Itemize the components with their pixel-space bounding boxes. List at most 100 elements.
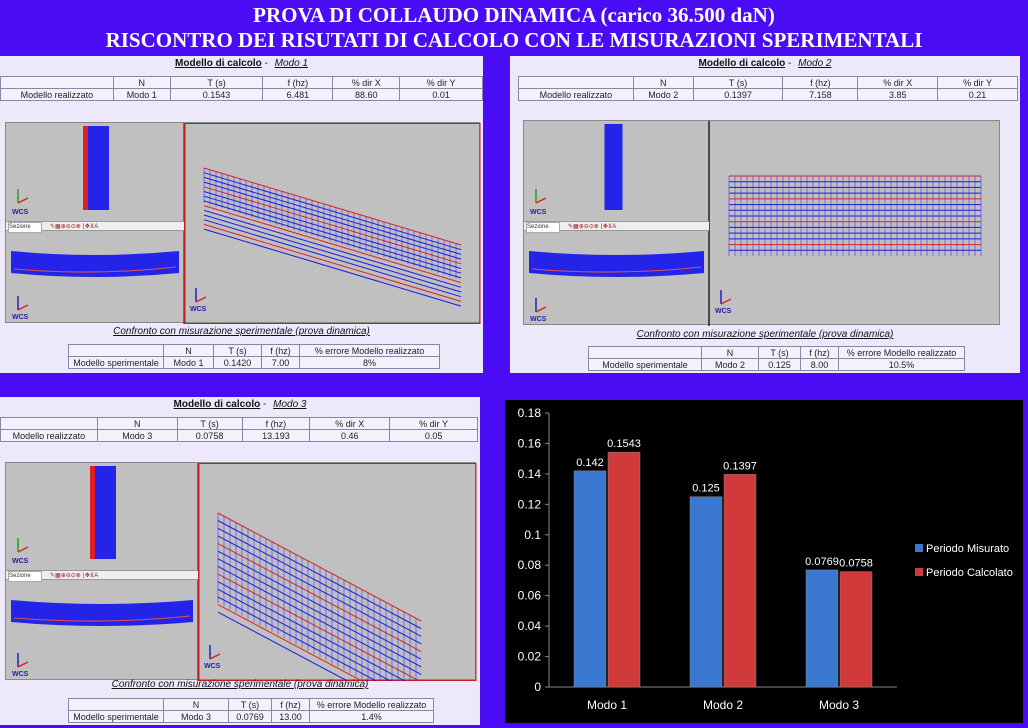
table-cell: Modello realizzato [518,88,634,101]
table-cell: 0.46 [309,429,391,442]
table-cell: N [163,698,229,711]
bar-periodo-misurato [689,496,723,688]
table-cell: Modo 2 [632,88,694,101]
table-cell: f (hz) [800,346,839,359]
x-tick-label: Modo 2 [703,698,743,712]
table-cell: 0.05 [389,429,478,442]
table-cell: N [632,76,694,89]
table-row: Modello realizzato Modo 2 0.1397 7.158 3.85 0… [518,88,1018,101]
table-cell: Modello sperimentale [68,356,164,369]
period-chart: 0 0.02 0.04 0.06 0.08 0.1 0.12 0.14 0.16 0.18 Modo… [505,400,1023,723]
data-label: 0.1397 [723,460,757,472]
legend-swatch [915,544,923,552]
table-cell: Modo 3 [96,429,178,442]
view-select[interactable]: Sezione [526,222,560,233]
zoom-pan-tool-icons[interactable]: ✎▦⊕⊖⊙⊗ ⌊✥⊻A [568,224,617,230]
table-row: Modello realizzato Modo 3 0.0758 13.193 0.46… [0,429,478,442]
table-cell: % dir X [857,76,939,89]
zoom-pan-tool-icons[interactable]: ✎▦⊕⊖⊙⊗ ⌊✥⊻A [50,224,99,230]
data-label: 0.0769 [805,556,839,568]
table-cell: % errore Modello realizzato [309,698,434,711]
table-cell: N [163,344,214,357]
table-cell: f (hz) [262,76,334,89]
heading-label: Modello di calcolo [698,58,786,69]
table-cell: T (s) [758,346,801,359]
bar-periodo-misurato [805,569,839,688]
bar-periodo-misurato [573,470,607,688]
heading-mode: Modo 3 [273,399,307,410]
table-cell [68,698,164,711]
table-cell [518,76,634,89]
x-tick-label: Modo 1 [587,698,627,712]
data-label: 0.125 [692,483,720,495]
y-tick-label: 0.04 [518,619,542,633]
heading-label: Modello di calcolo [175,58,262,69]
table-cell: 0.1543 [169,88,264,101]
wcs-axis-label: WCS [12,671,29,678]
legend-label: Periodo Calcolato [926,567,1013,579]
view-select[interactable]: Sezione [8,222,42,233]
table-cell [0,76,114,89]
legend-swatch [915,568,923,576]
table-cell: 10.5% [838,358,965,371]
table-cell: 0.1420 [213,356,262,369]
table-cell: Modello realizzato [0,88,114,101]
wcs-axis-label: WCS [12,314,29,321]
table-cell: f (hz) [241,417,311,430]
wcs-axis-label: WCS [204,663,221,670]
table-cell: 8.00 [800,358,839,371]
y-tick-label: 0.14 [518,467,542,481]
zoom-pan-tool-icons[interactable]: ✎▦⊕⊖⊙⊗ ⌊✥⊻A [50,573,99,579]
view-select[interactable]: Sezione [8,571,42,582]
table-row: Modello sperimentale Modo 3 0.0769 13.00 1.4… [68,710,434,723]
table-cell: % errore Modello realizzato [838,346,965,359]
viewer-toolbar[interactable]: Sezione ✎▦⊕⊖⊙⊗ ⌊✥⊻A [524,221,709,233]
table-cell: 13.193 [241,429,311,442]
table-cell: % dir X [332,76,401,89]
table-cell: 1.4% [309,710,434,723]
wcs-axis-label: WCS [530,316,547,323]
table-cell: f (hz) [271,698,310,711]
table-cell: 13.00 [271,710,310,723]
viewer-toolbar[interactable]: Sezione ✎▦⊕⊖⊙⊗ ⌊✥⊻A [6,570,198,582]
table-cell: 8% [299,356,440,369]
heading-label: Modello di calcolo [173,399,261,410]
section-heading: Modello di calcolo - Modo 3 [173,399,307,410]
table-cell: Modo 3 [163,710,229,723]
table-cell: % dir Y [389,417,478,430]
title-line-1: PROVA DI COLLAUDO DINAMICA (carico 36.50… [253,3,775,27]
table-cell: 0.0769 [228,710,272,723]
y-tick-label: 0.1 [524,528,541,542]
table-cell: Modo 1 [112,88,171,101]
y-tick-label: 0.16 [518,436,542,450]
table-cell: 3.85 [857,88,939,101]
deformed-mesh-views [11,463,477,721]
table-row: Modello realizzato Modo 1 0.1543 6.481 88.60… [0,88,483,101]
table-cell: % dir Y [399,76,483,89]
table-cell [0,417,98,430]
table-cell: T (s) [692,76,784,89]
table-cell: Modello sperimentale [588,358,702,371]
table-cell: Modello sperimentale [68,710,164,723]
table-cell: % dir Y [937,76,1018,89]
fem-model-viewer: WCS WCS WCS Sezione ✎▦⊕⊖⊙⊗ ⌊✥⊻A [523,120,1000,326]
y-tick-label: 0.08 [518,558,542,572]
section-heading: Modello di calcolo - Modo 1 [175,58,308,69]
fem-model-viewer: WCS WCS WCS Sezione ✎▦⊕⊖⊙⊗ ⌊✥⊻A [5,462,477,721]
table-row: Modello sperimentale Modo 2 0.125 8.00 10.5% [588,358,965,371]
table-cell: N [112,76,171,89]
viewer-toolbar[interactable]: Sezione ✎▦⊕⊖⊙⊗ ⌊✥⊻A [6,221,184,233]
title-line-2: RISCONTRO DEI RISUTATI DI CALCOLO CON LE… [105,28,923,52]
data-label: 0.1543 [607,438,641,450]
comparison-caption: Confronto con misurazione sperimentale (… [636,329,894,340]
